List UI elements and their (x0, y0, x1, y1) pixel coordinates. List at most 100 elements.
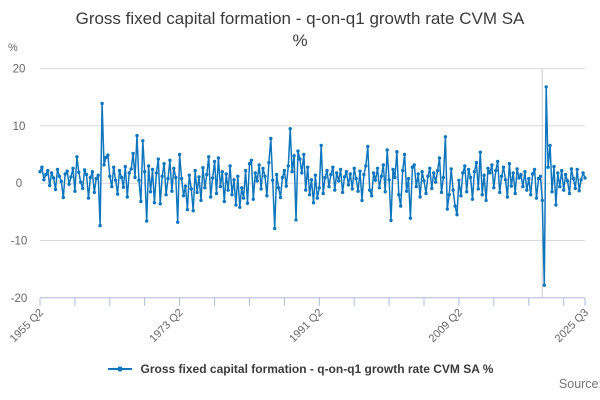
data-point (228, 164, 232, 168)
data-point (38, 170, 42, 174)
data-point (515, 167, 519, 171)
data-point (476, 187, 480, 191)
data-point (245, 201, 250, 205)
data-point (521, 184, 525, 189)
data-point (298, 157, 302, 161)
data-point (123, 164, 128, 169)
y-axis-label: -20 (11, 293, 28, 305)
data-point (346, 183, 351, 187)
y-axis-label: -10 (11, 236, 28, 248)
data-point (48, 183, 52, 188)
data-point (96, 173, 100, 177)
data-point (447, 193, 451, 197)
data-point (410, 165, 415, 169)
data-point (435, 168, 440, 173)
data-point (344, 170, 349, 174)
data-point (426, 174, 430, 178)
data-point (166, 176, 170, 181)
data-point (546, 165, 550, 169)
data-point (108, 174, 112, 178)
data-point (77, 170, 81, 174)
data-point (125, 195, 129, 199)
data-point (59, 179, 63, 184)
data-point (42, 178, 46, 182)
data-point (550, 190, 554, 194)
chart-title-line1: Gross fixed capital formation - q-on-q1 … (75, 9, 525, 28)
data-point (145, 219, 149, 223)
data-point (286, 164, 290, 168)
data-point (463, 164, 467, 168)
data-point (106, 153, 110, 157)
data-point (434, 180, 438, 184)
data-point (183, 184, 188, 188)
data-point (224, 172, 228, 176)
data-point (534, 196, 539, 200)
data-point (290, 170, 294, 174)
data-point (212, 159, 217, 164)
data-point (389, 218, 393, 223)
data-point (354, 176, 358, 181)
data-point (399, 204, 403, 208)
data-point (296, 149, 300, 153)
data-point (253, 171, 257, 175)
data-point (71, 166, 75, 170)
data-point (422, 179, 426, 183)
data-point (82, 168, 87, 172)
data-point (340, 190, 345, 195)
data-point (335, 171, 339, 175)
data-point (51, 176, 56, 180)
data-point (181, 194, 186, 198)
data-point (571, 176, 576, 181)
data-point (364, 164, 368, 168)
data-point (79, 180, 83, 184)
data-point (583, 176, 587, 180)
data-point (362, 172, 366, 177)
data-point (276, 186, 281, 190)
data-point (261, 166, 265, 170)
series-line (39, 86, 586, 286)
data-point (356, 189, 360, 193)
data-point (172, 166, 176, 170)
data-point (558, 184, 562, 189)
data-point (119, 175, 124, 180)
data-point (527, 176, 531, 181)
data-point (247, 162, 252, 166)
data-point (273, 226, 277, 231)
data-point (67, 182, 71, 186)
data-point (358, 169, 362, 173)
data-point (86, 196, 91, 200)
chart-title-line2: % (292, 31, 308, 50)
data-point (554, 203, 558, 207)
data-point (496, 159, 500, 164)
data-point (240, 186, 244, 190)
y-axis-label: 10 (13, 121, 26, 133)
data-point (236, 174, 240, 178)
data-point (160, 174, 164, 178)
data-point (304, 188, 308, 192)
data-point (135, 133, 139, 138)
legend-label: Gross fixed capital formation - q-on-q1 … (140, 362, 494, 376)
data-point (278, 195, 283, 200)
data-point (472, 170, 477, 174)
data-point (127, 171, 131, 175)
data-point (370, 194, 374, 198)
data-point (490, 163, 494, 167)
data-point (156, 157, 160, 161)
data-point (265, 194, 269, 198)
data-point (360, 198, 364, 203)
data-point (313, 173, 318, 177)
data-point (536, 176, 541, 181)
legend-item[interactable]: Gross fixed capital formation - q-on-q1 … (107, 362, 494, 376)
data-point (470, 197, 475, 201)
data-point (525, 188, 529, 192)
data-point (443, 135, 448, 139)
data-point (274, 172, 279, 177)
data-point (65, 169, 69, 173)
data-point (300, 171, 304, 175)
data-point (255, 179, 259, 183)
data-point (505, 195, 510, 199)
data-point (197, 175, 201, 179)
data-point (366, 144, 370, 149)
data-point (560, 168, 564, 173)
data-point (222, 199, 226, 204)
